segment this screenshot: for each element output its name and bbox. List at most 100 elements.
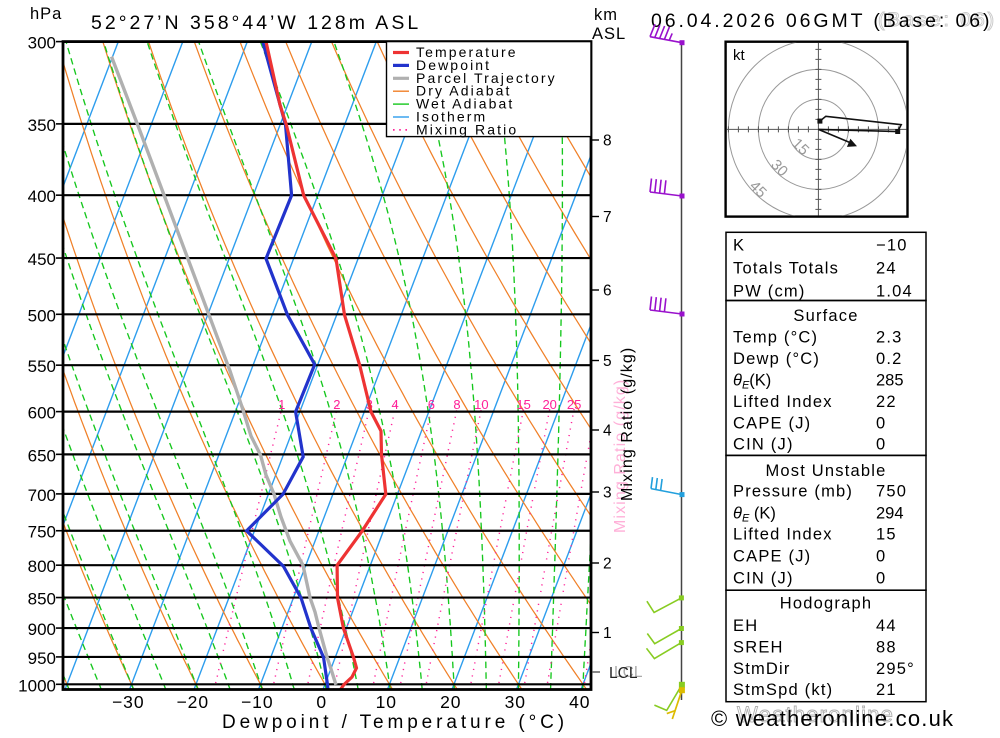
svg-text:88: 88 bbox=[876, 639, 897, 657]
svg-text:km: km bbox=[594, 6, 618, 24]
svg-text:2: 2 bbox=[333, 397, 340, 412]
svg-text:Totals Totals: Totals Totals bbox=[733, 260, 839, 278]
svg-text:7: 7 bbox=[603, 209, 612, 226]
svg-text:Dewpoint / Temperature (°C): Dewpoint / Temperature (°C) bbox=[222, 712, 568, 733]
svg-text:300: 300 bbox=[28, 34, 56, 53]
svg-text:52°27’N 358°44’W 128m ASL: 52°27’N 358°44’W 128m ASL bbox=[91, 12, 421, 34]
svg-text:20: 20 bbox=[542, 397, 556, 412]
svg-text:© weatheronline.co.uk: © weatheronline.co.uk bbox=[711, 706, 954, 731]
svg-text:−10: −10 bbox=[876, 237, 908, 255]
svg-text:EH: EH bbox=[733, 617, 758, 635]
svg-text:4: 4 bbox=[391, 397, 398, 412]
svg-text:θE(K): θE(K) bbox=[733, 372, 771, 392]
svg-text:−20: −20 bbox=[176, 692, 209, 712]
svg-text:Lifted Index: Lifted Index bbox=[733, 393, 833, 411]
svg-text:0: 0 bbox=[876, 570, 886, 588]
svg-text:8: 8 bbox=[603, 133, 612, 150]
svg-text:0: 0 bbox=[876, 548, 886, 566]
svg-text:650: 650 bbox=[28, 446, 56, 465]
svg-text:−10: −10 bbox=[241, 692, 274, 712]
svg-text:(Base: 06): (Base: 06) bbox=[878, 9, 997, 31]
svg-text:294: 294 bbox=[876, 505, 904, 523]
svg-text:44: 44 bbox=[876, 617, 897, 635]
svg-text:Parcel Trajectory: Parcel Trajectory bbox=[416, 70, 557, 86]
svg-text:Hodograph: Hodograph bbox=[780, 595, 872, 613]
svg-text:LCL: LCL bbox=[614, 664, 643, 681]
svg-text:900: 900 bbox=[28, 620, 56, 639]
svg-text:40: 40 bbox=[569, 692, 590, 712]
svg-text:kt: kt bbox=[733, 47, 746, 64]
svg-text:285: 285 bbox=[876, 372, 904, 390]
svg-text:StmDir: StmDir bbox=[733, 660, 791, 678]
svg-text:Isotherm: Isotherm bbox=[416, 109, 487, 125]
svg-text:800: 800 bbox=[28, 557, 56, 576]
svg-text:3: 3 bbox=[603, 485, 612, 502]
svg-text:Mixing Ratio (g/kg): Mixing Ratio (g/kg) bbox=[612, 379, 629, 533]
svg-text:06.04.2026 06GMT (Base: 06): 06.04.2026 06GMT (Base: 06) bbox=[651, 10, 992, 32]
svg-text:Mixing Ratio (g/kg): Mixing Ratio (g/kg) bbox=[619, 347, 636, 501]
svg-text:750: 750 bbox=[876, 483, 907, 501]
svg-text:Lifted Index: Lifted Index bbox=[733, 526, 833, 544]
svg-text:450: 450 bbox=[28, 250, 56, 269]
svg-text:Dewpoint: Dewpoint bbox=[416, 57, 491, 73]
svg-text:1.04: 1.04 bbox=[876, 283, 913, 301]
svg-text:2.3: 2.3 bbox=[876, 329, 903, 347]
svg-text:K: K bbox=[733, 237, 745, 255]
svg-text:Most Unstable: Most Unstable bbox=[765, 462, 886, 480]
svg-text:Dry Adiabat: Dry Adiabat bbox=[416, 83, 511, 99]
svg-text:600: 600 bbox=[28, 404, 56, 423]
svg-text:6: 6 bbox=[603, 283, 612, 300]
svg-text:StmSpd (kt): StmSpd (kt) bbox=[733, 681, 833, 699]
svg-text:750: 750 bbox=[28, 523, 56, 542]
svg-text:CAPE (J): CAPE (J) bbox=[733, 415, 811, 433]
svg-text:950: 950 bbox=[28, 649, 56, 668]
svg-text:22: 22 bbox=[876, 393, 897, 411]
svg-text:Wet Adiabat: Wet Adiabat bbox=[416, 96, 514, 112]
svg-text:400: 400 bbox=[28, 187, 56, 206]
svg-text:Pressure (mb): Pressure (mb) bbox=[733, 483, 853, 501]
svg-text:Dewp (°C): Dewp (°C) bbox=[733, 350, 820, 368]
svg-text:Surface: Surface bbox=[793, 307, 858, 325]
svg-text:ASL: ASL bbox=[592, 25, 626, 43]
svg-text:hPa: hPa bbox=[30, 5, 62, 23]
svg-text:20: 20 bbox=[440, 692, 461, 712]
svg-text:1: 1 bbox=[603, 625, 612, 642]
svg-text:θE (K): θE (K) bbox=[733, 505, 776, 525]
svg-text:30: 30 bbox=[505, 692, 526, 712]
svg-text:PW (cm): PW (cm) bbox=[733, 283, 806, 301]
svg-text:1000: 1000 bbox=[18, 676, 56, 695]
svg-text:6: 6 bbox=[428, 397, 435, 412]
svg-text:Mixing Ratio: Mixing Ratio bbox=[416, 121, 518, 137]
svg-text:350: 350 bbox=[28, 116, 56, 135]
svg-text:CIN (J): CIN (J) bbox=[733, 436, 794, 454]
svg-text:850: 850 bbox=[28, 590, 56, 609]
svg-text:8: 8 bbox=[453, 397, 460, 412]
svg-text:Weatheronline: Weatheronline bbox=[737, 702, 894, 727]
svg-text:SREH: SREH bbox=[733, 639, 784, 657]
svg-text:LCL: LCL bbox=[609, 665, 638, 682]
svg-text:25: 25 bbox=[567, 397, 581, 412]
svg-text:10: 10 bbox=[376, 692, 397, 712]
svg-text:0: 0 bbox=[876, 436, 886, 454]
svg-text:10: 10 bbox=[474, 397, 488, 412]
svg-text:0.2: 0.2 bbox=[876, 350, 903, 368]
svg-text:1: 1 bbox=[278, 397, 285, 412]
svg-text:0: 0 bbox=[316, 692, 327, 712]
svg-text:15: 15 bbox=[876, 526, 897, 544]
svg-text:500: 500 bbox=[28, 306, 56, 325]
svg-text:4: 4 bbox=[603, 423, 612, 440]
svg-text:0: 0 bbox=[876, 415, 886, 433]
svg-text:24: 24 bbox=[876, 260, 897, 278]
svg-text:295°: 295° bbox=[876, 660, 915, 678]
svg-text:15: 15 bbox=[516, 397, 530, 412]
svg-text:Temp (°C): Temp (°C) bbox=[733, 329, 818, 347]
svg-text:5: 5 bbox=[603, 353, 612, 370]
svg-text:−30: −30 bbox=[112, 692, 145, 712]
svg-text:Temperature: Temperature bbox=[416, 44, 518, 60]
svg-text:21: 21 bbox=[876, 681, 897, 699]
svg-text:550: 550 bbox=[28, 357, 56, 376]
svg-text:CIN (J): CIN (J) bbox=[733, 570, 794, 588]
svg-text:CAPE (J): CAPE (J) bbox=[733, 548, 811, 566]
svg-text:700: 700 bbox=[28, 486, 56, 505]
svg-text:2: 2 bbox=[603, 556, 612, 573]
